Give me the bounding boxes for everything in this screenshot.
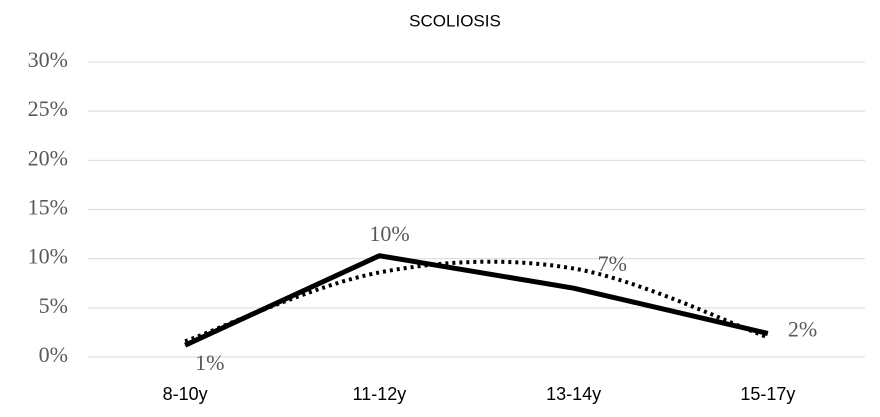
series-line	[184, 259, 769, 344]
x-tick-label: 11-12y	[353, 384, 407, 404]
y-tick-label: 0%	[39, 342, 68, 367]
x-tick-label: 8-10y	[163, 384, 208, 404]
data-label: 1%	[195, 350, 224, 375]
data-label: 10%	[369, 221, 409, 246]
y-tick-label: 25%	[28, 96, 68, 121]
y-tick-label: 15%	[28, 195, 68, 220]
x-tick-label: 13-14y	[546, 384, 601, 404]
data-label: 7%	[598, 251, 627, 276]
y-tick-label: 20%	[28, 145, 68, 170]
y-tick-label: 10%	[28, 244, 68, 269]
x-tick-label: 15-17y	[740, 384, 795, 404]
y-tick-label: 5%	[39, 293, 68, 318]
y-tick-label: 30%	[28, 47, 68, 72]
chart-title: SCOLIOSIS	[409, 11, 501, 30]
data-label: 2%	[788, 316, 817, 341]
